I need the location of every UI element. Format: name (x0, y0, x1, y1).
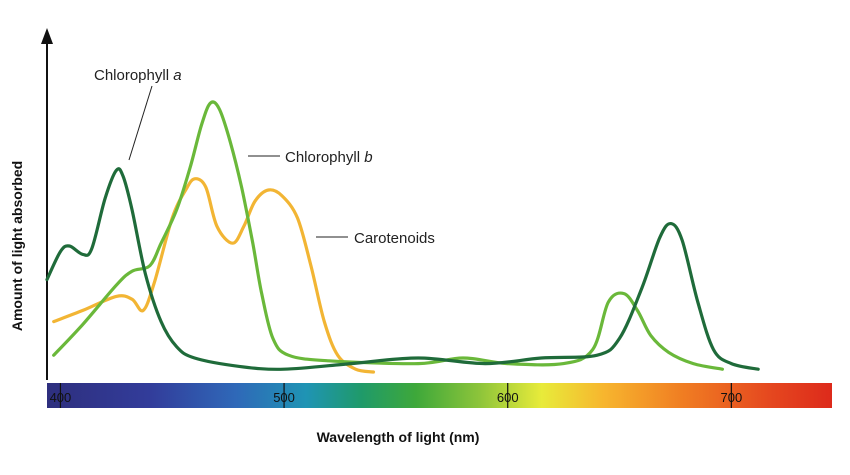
chlorophyll-b-curve (52, 100, 724, 371)
x-axis-ticks: 400 500 600 700 (50, 383, 743, 408)
series-curves (45, 100, 760, 374)
y-axis-arrow-icon (41, 28, 53, 44)
visible-spectrum-bar (47, 383, 832, 408)
carotenoids-curve (52, 177, 376, 374)
x-tick-label-700: 700 (721, 390, 743, 405)
chlorophyll-b-label: Chlorophyll b (285, 149, 373, 166)
carotenoids-label: Carotenoids (354, 230, 435, 247)
x-axis-title: Wavelength of light (nm) (317, 429, 480, 445)
x-tick-label-600: 600 (497, 390, 519, 405)
y-axis-title: Amount of light absorbed (9, 161, 25, 331)
x-tick-label-500: 500 (273, 390, 295, 405)
chlorophyll-a-label: Chlorophyll a (94, 67, 182, 84)
chlorophyll-a-curve (45, 167, 760, 371)
x-tick-label-400: 400 (50, 390, 72, 405)
chlorophyll-a-leader-line (128, 85, 153, 161)
